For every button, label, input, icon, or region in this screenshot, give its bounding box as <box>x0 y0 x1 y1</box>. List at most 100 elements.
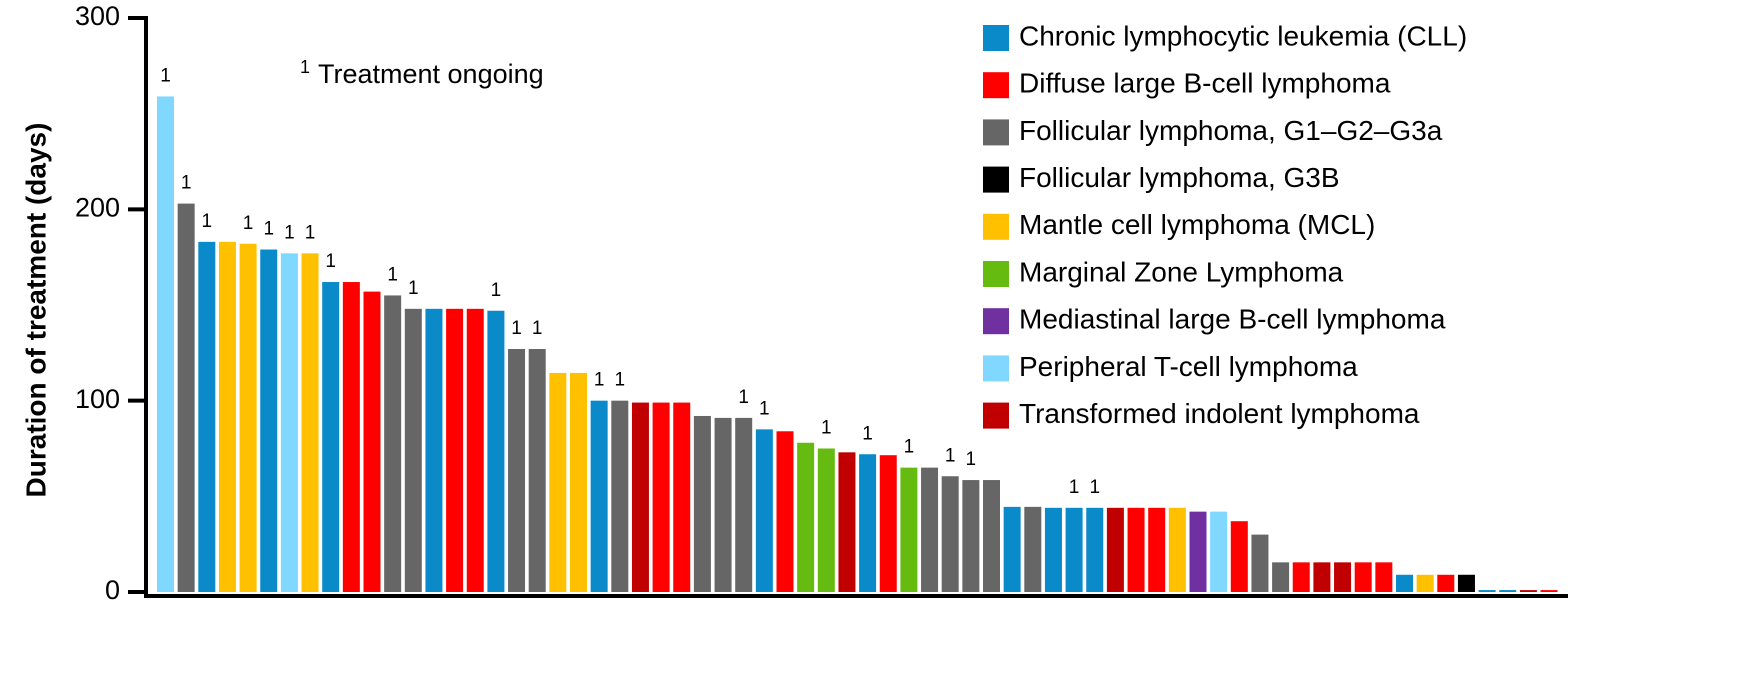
ongoing-marker: 1 <box>491 280 502 301</box>
bar <box>611 400 629 592</box>
bar <box>1354 562 1372 592</box>
bar <box>177 203 195 593</box>
ongoing-marker: 1 <box>387 264 398 285</box>
y-tick-label: 300 <box>75 1 120 31</box>
ongoing-marker: 1 <box>594 370 605 391</box>
legend-label: Mantle cell lymphoma (MCL) <box>1019 209 1375 240</box>
bar <box>817 448 835 592</box>
bar <box>1416 574 1434 592</box>
bar <box>1086 507 1104 592</box>
bar <box>859 454 877 592</box>
ongoing-marker: 1 <box>615 370 626 391</box>
bar <box>1396 574 1413 592</box>
bar <box>157 96 174 593</box>
y-axis-label: Duration of treatment (days) <box>20 123 51 498</box>
ongoing-marker: 1 <box>243 213 254 234</box>
legend-label: Transformed indolent lymphoma <box>1019 398 1420 429</box>
bar <box>1251 534 1269 592</box>
legend-label: Peripheral T-cell lymphoma <box>1019 351 1358 382</box>
bar <box>466 308 484 592</box>
bar <box>1044 507 1062 592</box>
ongoing-marker: 1 <box>759 398 770 419</box>
bar <box>1478 590 1496 592</box>
bar <box>900 467 918 592</box>
legend-label: Mediastinal large B-cell lymphoma <box>1019 304 1446 335</box>
legend-swatch <box>983 72 1009 99</box>
bar <box>1106 507 1124 592</box>
bar <box>404 308 422 592</box>
bar <box>1189 511 1207 592</box>
bar <box>218 241 236 593</box>
ongoing-marker: 1 <box>305 222 316 243</box>
bar <box>1334 562 1352 592</box>
ongoing-marker: 1 <box>532 318 543 339</box>
bar <box>301 253 319 592</box>
bar <box>921 467 939 592</box>
bar <box>714 417 732 592</box>
bar <box>508 349 526 592</box>
bar <box>1065 507 1083 592</box>
legend-swatch <box>983 213 1009 240</box>
ongoing-marker: 1 <box>263 219 274 240</box>
bar <box>879 455 897 592</box>
y-tick-label: 100 <box>75 384 120 414</box>
bar <box>983 480 1000 592</box>
bar <box>797 442 815 592</box>
bar <box>1519 590 1537 592</box>
bar <box>198 241 216 593</box>
bar <box>528 349 546 592</box>
ongoing-marker: 1 <box>821 418 832 439</box>
bar <box>239 243 257 593</box>
bar <box>342 282 360 592</box>
bar <box>1313 562 1331 592</box>
ongoing-marker: 1 <box>202 211 213 232</box>
legend-swatch <box>983 119 1009 146</box>
bar <box>487 310 505 592</box>
bar <box>322 282 340 592</box>
ongoing-marker: 1 <box>511 318 522 339</box>
bar <box>384 295 402 592</box>
bar <box>693 415 711 592</box>
bar <box>755 429 773 592</box>
bar <box>363 291 381 592</box>
y-tick-label: 200 <box>75 192 120 222</box>
bar <box>260 249 278 592</box>
bar <box>673 402 691 592</box>
ongoing-marker: 1 <box>408 278 419 299</box>
ongoing-marker: 1 <box>738 387 749 408</box>
ongoing-marker: 1 <box>904 437 915 458</box>
legend-swatch <box>983 355 1009 382</box>
bar <box>1230 521 1248 592</box>
legend-label: Follicular lymphoma, G3B <box>1019 162 1340 193</box>
ongoing-marker: 1 <box>1069 477 1080 498</box>
legend-swatch <box>983 25 1009 51</box>
bar <box>570 372 587 592</box>
bar <box>280 253 298 592</box>
bar <box>838 452 856 592</box>
legend-swatch <box>983 261 1009 287</box>
bar <box>1375 562 1393 592</box>
bar <box>446 308 464 592</box>
bar <box>1148 507 1166 592</box>
bar <box>1210 511 1228 592</box>
bar <box>652 402 670 592</box>
legend-swatch <box>983 402 1009 429</box>
ongoing-marker: 1 <box>862 423 873 444</box>
bar <box>631 402 649 592</box>
bar <box>1127 507 1145 592</box>
bar <box>1499 590 1517 592</box>
ongoing-marker: 1 <box>160 65 171 86</box>
legend-label: Chronic lymphocytic leukemia (CLL) <box>1019 20 1467 51</box>
bar <box>1024 506 1042 592</box>
bar <box>1292 562 1310 592</box>
ongoing-marker: 1 <box>325 251 336 272</box>
y-tick-label: 0 <box>105 575 120 605</box>
bar <box>962 480 980 592</box>
ongoing-marker: 1 <box>1089 477 1100 498</box>
bar <box>1437 574 1455 592</box>
bar <box>735 417 753 592</box>
bar <box>590 400 608 592</box>
legend-swatch <box>983 166 1009 193</box>
legend-swatch <box>983 308 1009 335</box>
